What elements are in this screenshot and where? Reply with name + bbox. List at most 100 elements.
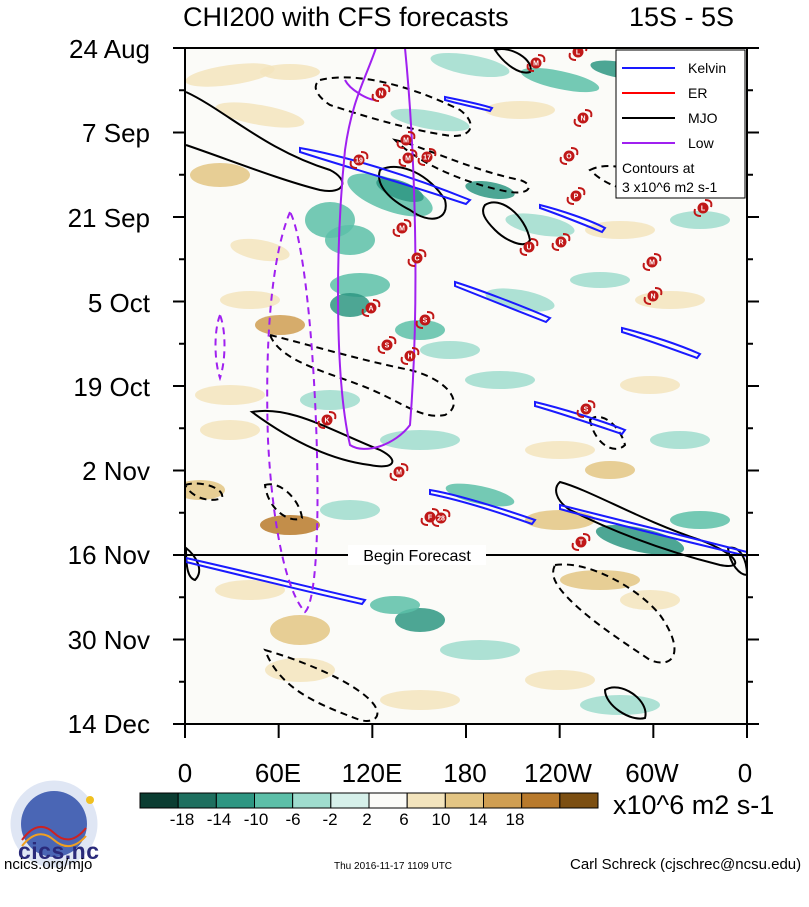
- tc-marker-label: A: [368, 306, 373, 313]
- tc-swirl-icon: [371, 93, 380, 102]
- mjo-contour: [603, 686, 647, 720]
- tc-swirl-icon: [403, 219, 412, 228]
- footer-url[interactable]: ncics.org/mjo: [4, 856, 93, 873]
- kelvin-contour: [444, 95, 494, 113]
- legend-label-er: ER: [688, 85, 707, 101]
- tc-swirl-icon: [568, 52, 577, 61]
- anomaly-shading: [525, 441, 595, 459]
- kelvin-contour: [539, 203, 607, 234]
- kelvin-contour: [559, 503, 747, 558]
- anomaly-shading: [505, 213, 575, 237]
- tc-swirl-icon: [530, 238, 539, 247]
- mjo-contour: [588, 415, 627, 450]
- tc-swirl-icon: [442, 509, 451, 518]
- forecast-label-bg: [348, 545, 486, 565]
- colorbar: [139, 792, 599, 809]
- anomaly-shading: [585, 461, 635, 479]
- kelvin-contours: [185, 95, 747, 606]
- tc-marker-label: N: [650, 294, 655, 301]
- chart-region: 15S - 5S: [629, 2, 735, 32]
- tc-marker: 28: [431, 509, 451, 527]
- tc-swirl-icon: [551, 242, 560, 251]
- colorbar-swatch: [406, 792, 446, 809]
- legend-label-low: Low: [688, 135, 715, 151]
- tc-marker-dot: [321, 414, 333, 426]
- anomaly-shading: [420, 341, 480, 359]
- tc-swirl-icon: [582, 533, 591, 542]
- cics-logo: [9, 779, 99, 869]
- tc-marker-label: S: [584, 407, 589, 414]
- tc-marker-label: K: [324, 418, 329, 425]
- kelvin-contour: [429, 488, 537, 526]
- tc-swirl-icon: [566, 196, 575, 205]
- kelvin-contour: [185, 556, 367, 606]
- tc-swirl-icon: [577, 187, 586, 196]
- tc-swirl-icon: [349, 160, 358, 169]
- anomaly-shading: [585, 221, 655, 239]
- colorbar-swatch: [483, 792, 523, 809]
- tc-marker: O: [559, 147, 579, 165]
- tc-swirl-icon: [407, 131, 416, 140]
- y-tick-label: 7 Sep: [82, 118, 150, 148]
- anomaly-shading: [265, 658, 335, 682]
- tc-marker-label: R: [558, 240, 563, 247]
- tc-marker: L: [568, 48, 588, 61]
- anomaly-shading: [620, 590, 680, 610]
- tc-marker-dot: [555, 236, 567, 248]
- tc-marker-label: C: [414, 256, 419, 263]
- tc-marker-dot: [402, 152, 414, 164]
- tc-marker-dot: [419, 314, 431, 326]
- tc-marker-label: H: [407, 354, 412, 361]
- axis-ticks: [173, 47, 759, 738]
- anomaly-shading: [560, 570, 640, 590]
- colorbar-swatch: [292, 792, 332, 809]
- tc-marker-dot: [375, 87, 387, 99]
- tc-marker: L: [693, 199, 713, 217]
- mjo-contour: [552, 563, 676, 664]
- chart-title: CHI200 with CFS forecasts: [183, 2, 509, 32]
- tc-swirl-icon: [361, 308, 370, 317]
- tc-marker-label: S: [385, 343, 390, 350]
- tc-marker-label: N: [378, 91, 383, 98]
- anomaly-shading: [195, 385, 265, 405]
- tc-swirl-icon: [587, 400, 596, 409]
- tc-marker-dot: [572, 48, 584, 58]
- x-tick-label: 120W: [524, 758, 592, 788]
- colorbar-label: 6: [399, 810, 409, 829]
- tc-swirl-icon: [693, 208, 702, 217]
- tc-swirl-icon: [643, 296, 652, 305]
- logo-text: cics.nc: [18, 838, 100, 864]
- legend: Kelvin ER MJO Low Contours at 3 x10^6 m2…: [615, 49, 746, 199]
- tc-marker-label: T: [579, 540, 584, 547]
- anomaly-shading: [215, 580, 285, 600]
- low-contour: [214, 312, 226, 382]
- tc-swirl-icon: [360, 151, 369, 160]
- tc-swirl-icon: [418, 249, 427, 258]
- tc-swirl-icon: [573, 118, 582, 127]
- anomaly-shading: [200, 420, 260, 440]
- tc-marker-label: M: [405, 156, 411, 163]
- tc-marker-dot: [353, 154, 365, 166]
- mjo-contour: [263, 648, 379, 722]
- tc-swirl-icon: [377, 345, 386, 354]
- tc-marker-dot: [396, 222, 408, 234]
- anomaly-shading: [650, 431, 710, 449]
- colorbar-units: x10^6 m2 s-1: [613, 790, 775, 820]
- tc-marker-dot: [404, 350, 416, 362]
- x-tick-label: 60W: [625, 758, 679, 788]
- kelvin-contour: [299, 146, 472, 206]
- anomaly-shading: [325, 225, 375, 255]
- low-contour: [337, 48, 417, 450]
- anomaly-shading: [465, 181, 515, 199]
- anomaly-shading: [370, 596, 420, 614]
- tc-marker-dot: [697, 202, 709, 214]
- tc-marker: C: [407, 249, 427, 267]
- tc-swirl-icon: [317, 420, 326, 429]
- mjo-contour: [249, 409, 394, 468]
- tc-marker: N: [573, 109, 593, 127]
- anomaly-shading: [525, 670, 595, 690]
- tc-marker: R: [551, 233, 571, 251]
- tc-marker-label: L: [701, 206, 706, 213]
- tc-marker: S: [377, 336, 397, 354]
- tc-marker-label: 17: [423, 155, 431, 162]
